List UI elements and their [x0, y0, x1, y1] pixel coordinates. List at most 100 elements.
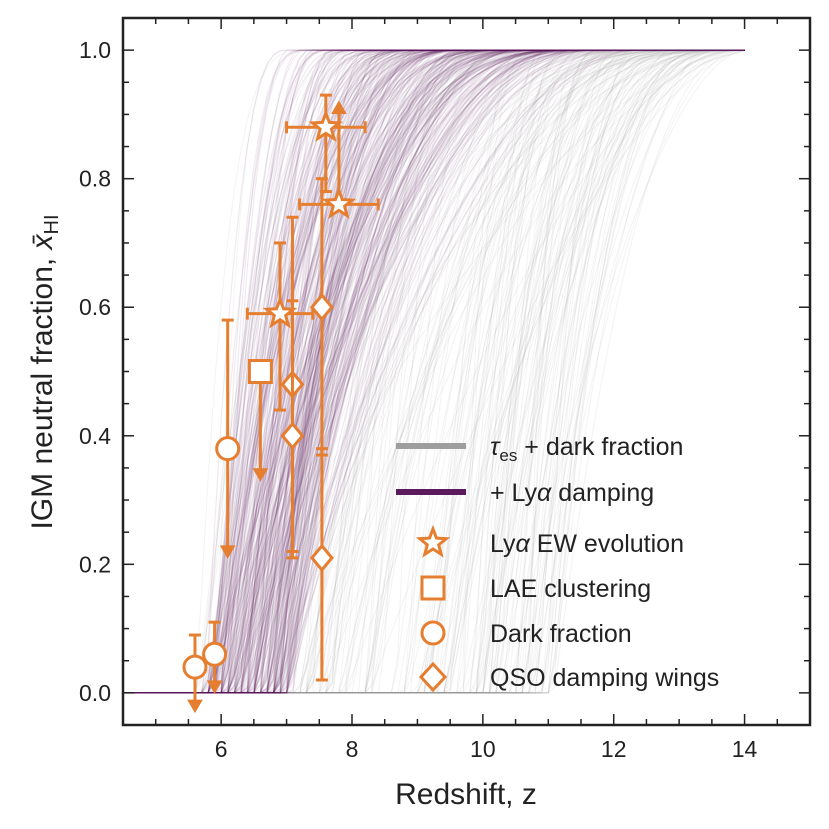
- tau-draw-line: [123, 49, 745, 694]
- tau-draw-line: [123, 49, 745, 694]
- lya-draw-line: [123, 49, 745, 694]
- lya-draw-line: [123, 49, 745, 694]
- tau-draw-line: [123, 49, 745, 694]
- lya-draw-line: [123, 49, 745, 694]
- legend-circle-marker: [420, 620, 446, 646]
- lya-draw-line: [123, 49, 745, 694]
- lya-draw-line: [123, 49, 745, 694]
- lya-draw-line: [123, 49, 745, 694]
- lya-draw-line: [123, 49, 745, 694]
- tau-draw-line: [123, 49, 745, 694]
- lya-draw-line: [123, 49, 745, 694]
- lya-draw-line: [123, 49, 745, 694]
- tau-draw-line: [123, 49, 745, 694]
- tau-draw-line: [123, 49, 745, 694]
- lya-draw-line: [123, 49, 745, 694]
- lya-draw-line: [123, 49, 745, 694]
- lya-draw-line: [123, 49, 745, 694]
- tau-draw-line: [123, 49, 745, 694]
- tau-draw-line: [123, 49, 745, 694]
- tau-draw-line: [123, 49, 745, 694]
- lya-draw-line: [123, 49, 745, 694]
- tau-draw-line: [123, 49, 745, 694]
- tau-draw-line: [123, 49, 745, 694]
- tau-draw-line: [123, 49, 745, 694]
- lya-draw-line: [123, 49, 745, 694]
- y-tick-label: 0.2: [79, 551, 111, 577]
- lya-draw-line: [123, 49, 745, 694]
- tau-draw-line: [123, 49, 745, 694]
- tau-draw-line: [123, 49, 745, 694]
- tau-draw-line: [123, 49, 745, 694]
- lya-draw-line: [123, 49, 745, 694]
- lya-draw-line: [123, 49, 745, 694]
- tau-draw-line: [123, 49, 745, 694]
- legend-ew-italic: α: [515, 530, 530, 558]
- lya-draw-line: [123, 49, 745, 694]
- tau-draw-line: [123, 49, 745, 694]
- limit-arrowhead: [206, 680, 223, 694]
- lya-draw-line: [123, 49, 745, 694]
- y-axis-title-symbol: x̄: [26, 233, 59, 251]
- lya-draw-line: [123, 49, 745, 694]
- legend: τes + dark fraction + Lyα damping Lyα EW…: [396, 433, 719, 693]
- tau-draw-line: [123, 49, 745, 694]
- lya-draw-line: [123, 49, 745, 694]
- lya-draw-line: [123, 49, 745, 694]
- lya-draw-line: [123, 49, 745, 694]
- star-marker: [308, 109, 344, 142]
- tau-draw-line: [123, 49, 745, 694]
- legend-tau-rest: + dark fraction: [517, 433, 683, 461]
- lya-draw-line: [123, 49, 745, 694]
- tau-draw-line: [123, 49, 745, 694]
- tau-draw-line: [123, 49, 745, 694]
- lya-draw-line: [123, 49, 745, 694]
- tau-draw-line: [123, 49, 745, 694]
- lya-draw-line: [123, 49, 745, 694]
- tau-draw-line: [123, 49, 745, 694]
- lya-draw-line: [123, 49, 745, 694]
- tau-draw-line: [123, 49, 745, 694]
- tau-draw-line: [123, 49, 745, 694]
- limit-arrowhead: [252, 468, 269, 482]
- lya-draw-line: [123, 49, 745, 694]
- lya-draw-line: [123, 49, 745, 694]
- lya-draw-line: [123, 49, 745, 694]
- legend-star-marker: [415, 524, 451, 558]
- lya-draw-line: [123, 49, 745, 694]
- lya-draw-line: [123, 49, 745, 694]
- lya-draw-line: [123, 49, 745, 694]
- lya-draw-line: [123, 49, 745, 694]
- tau-draw-line: [123, 49, 745, 694]
- lya-draw-line: [123, 49, 745, 694]
- tau-draw-line: [123, 49, 745, 694]
- tau-draw-line: [123, 49, 745, 694]
- lya-draw-line: [123, 49, 745, 694]
- tau-draw-line: [123, 49, 745, 694]
- legend-square-marker: [420, 575, 446, 601]
- lya-draw-line: [123, 49, 745, 694]
- lya-draw-line: [123, 49, 745, 694]
- tau-draw-line: [123, 49, 745, 694]
- lya-draw-line: [123, 49, 745, 694]
- lya-draw-line: [123, 49, 745, 694]
- lya-draw-line: [123, 49, 745, 694]
- tau-draw-line: [123, 49, 745, 694]
- lya-draw-line: [123, 49, 745, 694]
- lya-draw-line: [123, 49, 745, 694]
- tau-draw-line: [123, 49, 745, 694]
- tau-draw-line: [123, 49, 745, 694]
- tau-draw-line: [123, 49, 745, 694]
- lya-draw-line: [123, 49, 745, 694]
- lya-draw-line: [123, 49, 745, 694]
- tau-draw-line: [123, 49, 745, 694]
- tau-draw-line: [123, 49, 745, 694]
- tau-draw-line: [123, 49, 745, 694]
- tau-draw-line: [123, 49, 745, 694]
- tau-draw-line: [123, 49, 745, 694]
- y-tick-label: 0.0: [79, 680, 111, 706]
- diamond-marker: [309, 292, 334, 322]
- circle-data-point: [182, 633, 208, 714]
- diamond-marker: [309, 543, 334, 573]
- lya-draw-line: [123, 49, 745, 694]
